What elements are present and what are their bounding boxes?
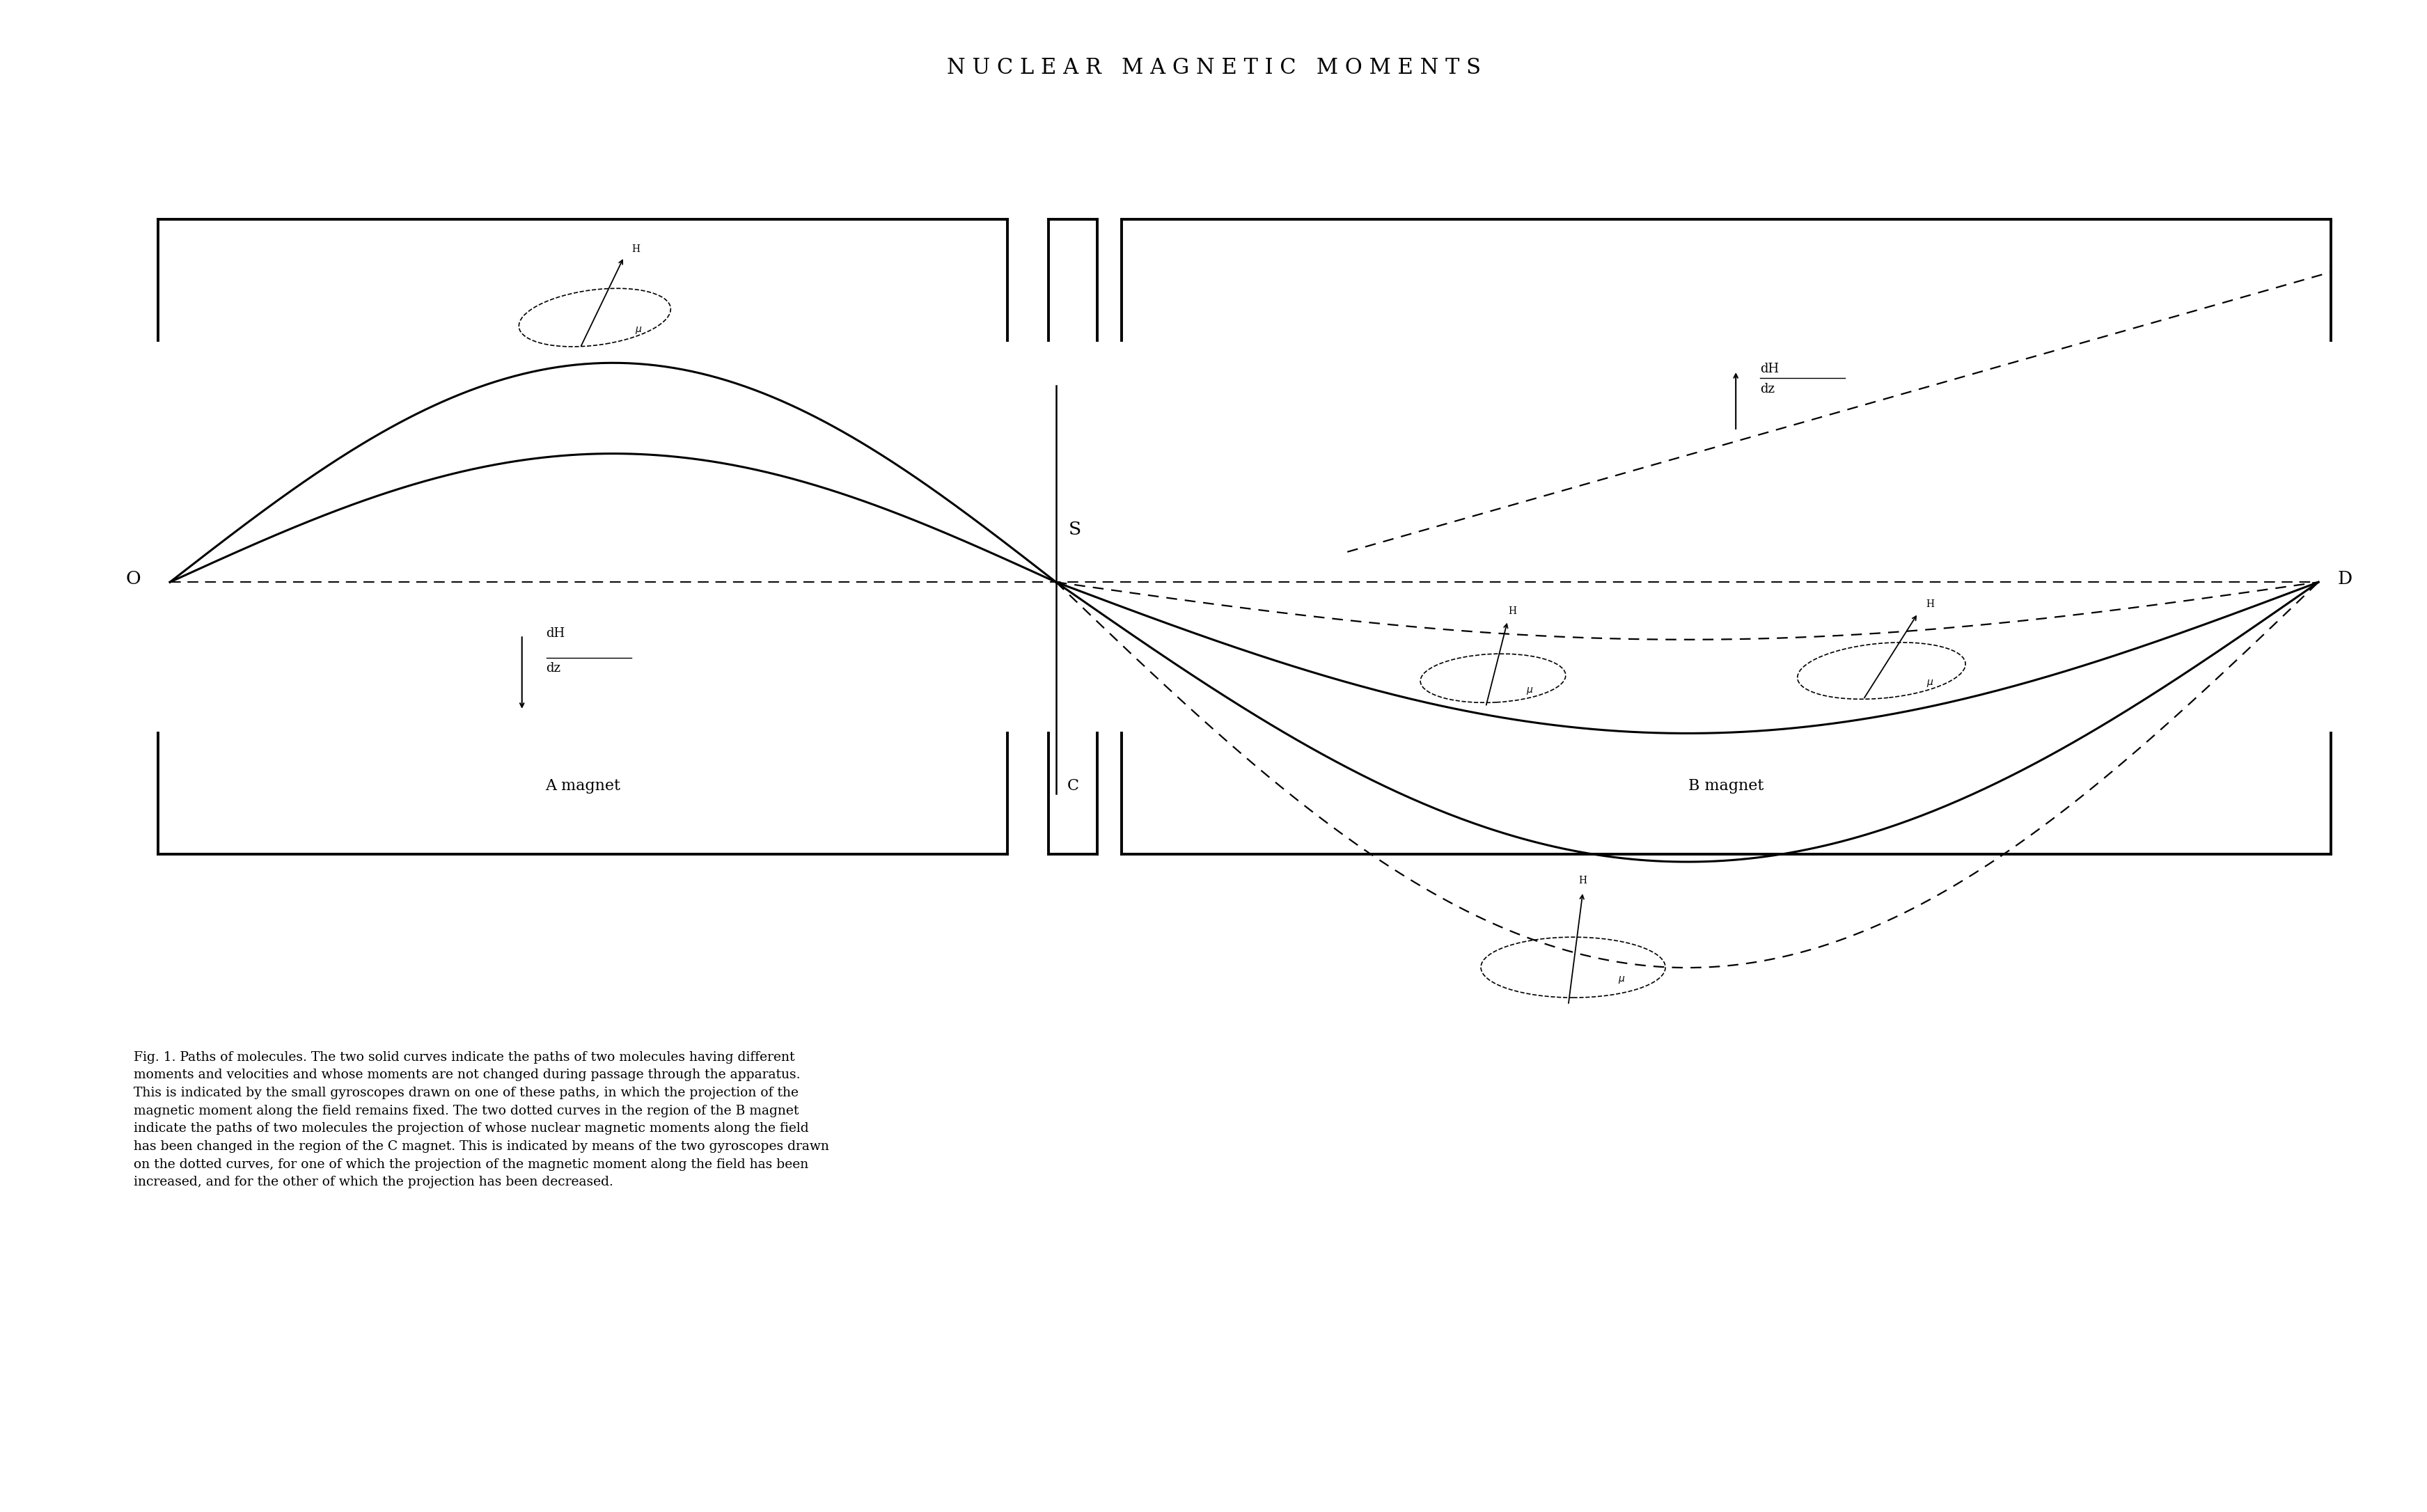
Text: Fig. 1. Paths of molecules. The two solid curves indicate the paths of two molec: Fig. 1. Paths of molecules. The two soli… <box>133 1051 828 1188</box>
Text: dz: dz <box>546 662 561 674</box>
Text: H: H <box>631 245 641 254</box>
Text: $\mu$: $\mu$ <box>636 325 641 336</box>
Text: H: H <box>1578 875 1587 886</box>
Text: B magnet: B magnet <box>1687 779 1764 794</box>
Text: D: D <box>2337 570 2352 588</box>
Text: $\mu$: $\mu$ <box>1527 686 1531 696</box>
Text: S: S <box>1068 520 1080 538</box>
Text: C: C <box>1068 779 1078 794</box>
Text: $\mu$: $\mu$ <box>1619 975 1624 986</box>
Text: O: O <box>126 570 141 588</box>
Text: $\mu$: $\mu$ <box>1927 679 1932 689</box>
Text: N U C L E A R   M A G N E T I C   M O M E N T S: N U C L E A R M A G N E T I C M O M E N … <box>947 57 1480 79</box>
Text: dz: dz <box>1760 383 1774 395</box>
Text: H: H <box>1507 606 1517 617</box>
Text: dH: dH <box>546 627 565 640</box>
Text: H: H <box>1925 599 1934 609</box>
Text: A magnet: A magnet <box>546 779 619 794</box>
Text: dH: dH <box>1760 363 1779 375</box>
